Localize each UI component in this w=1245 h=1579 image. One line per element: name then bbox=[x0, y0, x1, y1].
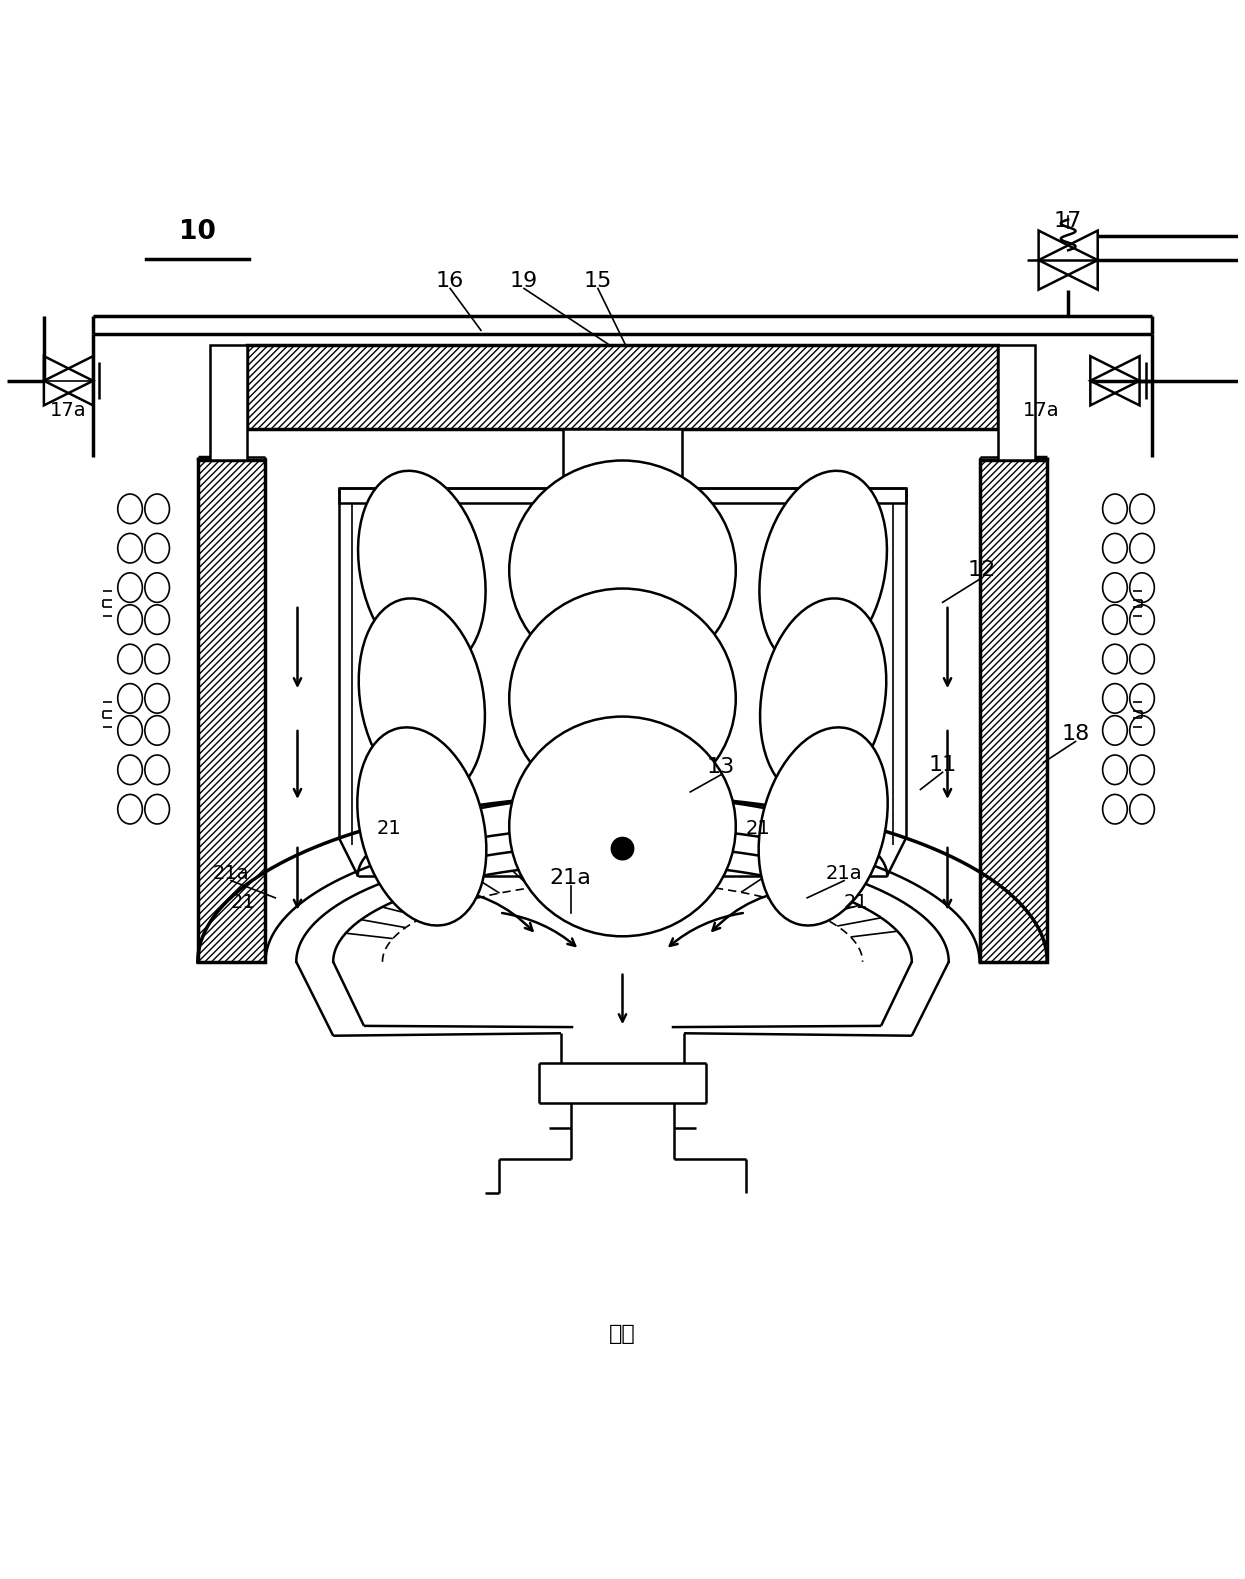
Ellipse shape bbox=[759, 598, 886, 799]
Ellipse shape bbox=[144, 715, 169, 745]
Text: 21a: 21a bbox=[825, 864, 863, 883]
Bar bbox=[998, 346, 1035, 459]
Ellipse shape bbox=[144, 573, 169, 602]
Ellipse shape bbox=[509, 589, 736, 808]
Ellipse shape bbox=[118, 794, 142, 824]
Text: 17a: 17a bbox=[1022, 401, 1059, 420]
Text: 21: 21 bbox=[746, 820, 771, 838]
Bar bbox=[247, 346, 998, 429]
Ellipse shape bbox=[1129, 494, 1154, 524]
Ellipse shape bbox=[144, 755, 169, 785]
Ellipse shape bbox=[144, 494, 169, 524]
Ellipse shape bbox=[1103, 644, 1127, 674]
Ellipse shape bbox=[1103, 494, 1127, 524]
Ellipse shape bbox=[144, 794, 169, 824]
Text: 16: 16 bbox=[436, 272, 464, 291]
Ellipse shape bbox=[1103, 684, 1127, 714]
Ellipse shape bbox=[144, 644, 169, 674]
Ellipse shape bbox=[1129, 684, 1154, 714]
Bar bbox=[210, 346, 247, 459]
Ellipse shape bbox=[1103, 794, 1127, 824]
Bar bbox=[564, 429, 681, 485]
Ellipse shape bbox=[359, 471, 486, 669]
Text: 17a: 17a bbox=[50, 401, 87, 420]
Ellipse shape bbox=[118, 755, 142, 785]
Text: 15: 15 bbox=[584, 272, 613, 291]
Ellipse shape bbox=[1129, 573, 1154, 602]
Text: 出口: 出口 bbox=[609, 1323, 636, 1344]
Text: 21: 21 bbox=[376, 820, 401, 838]
Ellipse shape bbox=[1103, 573, 1127, 602]
Ellipse shape bbox=[611, 837, 634, 859]
Ellipse shape bbox=[118, 644, 142, 674]
Text: 12: 12 bbox=[967, 561, 996, 581]
Text: 17: 17 bbox=[1055, 210, 1082, 231]
Ellipse shape bbox=[1129, 605, 1154, 635]
Ellipse shape bbox=[1103, 534, 1127, 564]
Ellipse shape bbox=[144, 605, 169, 635]
Ellipse shape bbox=[758, 728, 888, 925]
Bar bbox=[980, 459, 1047, 962]
Ellipse shape bbox=[118, 534, 142, 564]
Text: 21: 21 bbox=[230, 894, 255, 913]
Ellipse shape bbox=[1103, 755, 1127, 785]
Ellipse shape bbox=[1129, 644, 1154, 674]
Text: 10: 10 bbox=[179, 219, 217, 245]
Text: 11: 11 bbox=[929, 755, 956, 775]
Ellipse shape bbox=[118, 684, 142, 714]
Ellipse shape bbox=[1129, 794, 1154, 824]
Ellipse shape bbox=[1103, 715, 1127, 745]
Ellipse shape bbox=[509, 717, 736, 936]
Ellipse shape bbox=[118, 573, 142, 602]
Bar bbox=[340, 488, 905, 502]
Ellipse shape bbox=[1103, 605, 1127, 635]
Text: 21a: 21a bbox=[213, 864, 249, 883]
Text: 13: 13 bbox=[707, 758, 735, 777]
Ellipse shape bbox=[118, 715, 142, 745]
Text: 18: 18 bbox=[1062, 725, 1089, 744]
Ellipse shape bbox=[1129, 534, 1154, 564]
Ellipse shape bbox=[144, 534, 169, 564]
Ellipse shape bbox=[1129, 755, 1154, 785]
Ellipse shape bbox=[357, 728, 487, 925]
Text: 21a: 21a bbox=[550, 868, 591, 887]
Ellipse shape bbox=[118, 494, 142, 524]
Text: 21: 21 bbox=[844, 894, 869, 913]
Ellipse shape bbox=[144, 684, 169, 714]
Ellipse shape bbox=[359, 598, 486, 799]
Ellipse shape bbox=[759, 471, 886, 669]
Text: 19: 19 bbox=[510, 272, 538, 291]
Ellipse shape bbox=[1129, 715, 1154, 745]
Bar bbox=[198, 459, 265, 962]
Ellipse shape bbox=[509, 461, 736, 681]
Ellipse shape bbox=[118, 605, 142, 635]
